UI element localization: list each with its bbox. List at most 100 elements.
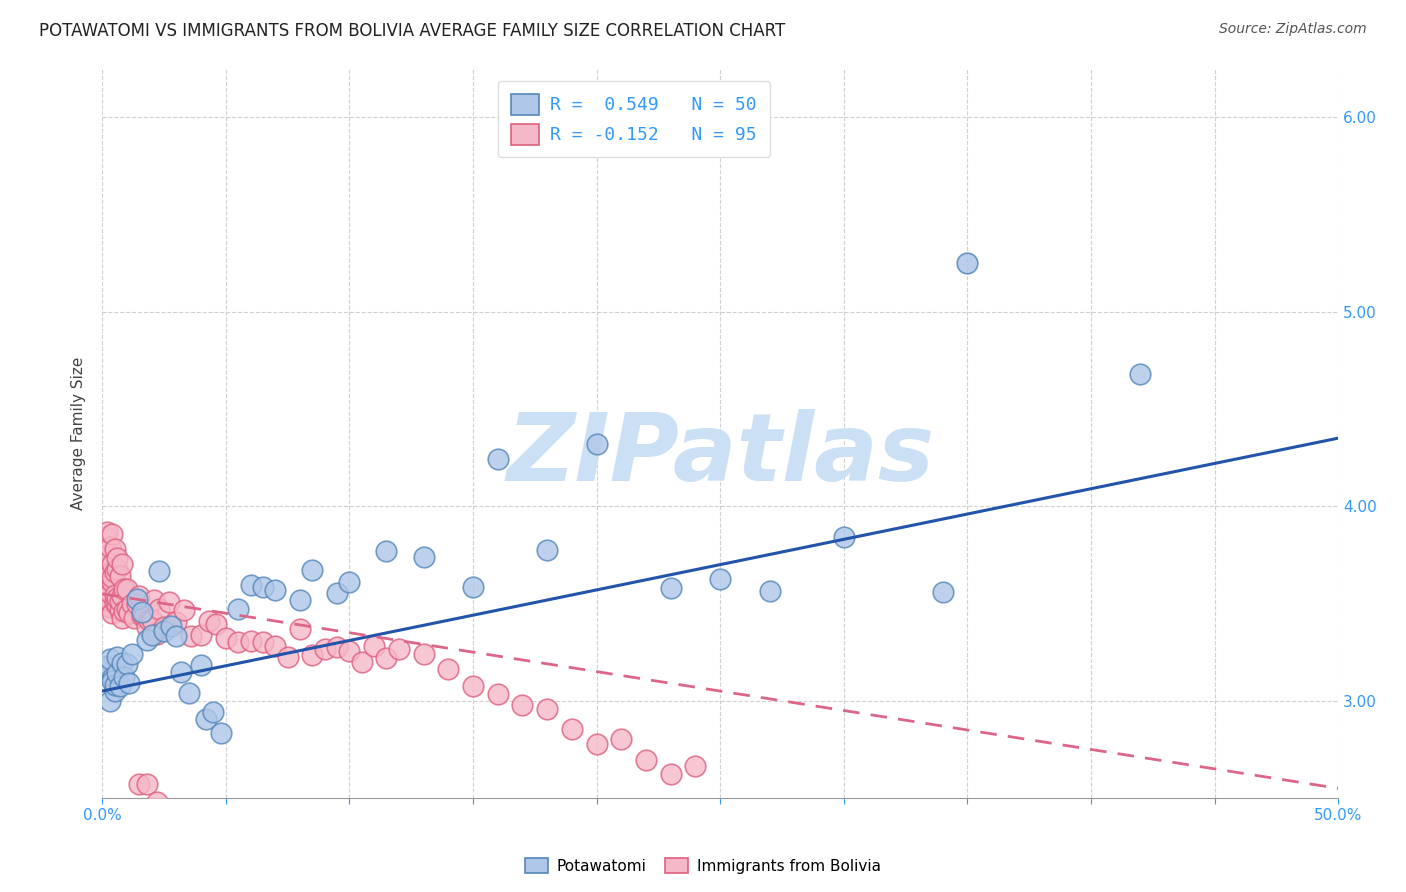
Point — [145, 627, 167, 641]
Point — [118, 607, 141, 621]
Point — [202, 705, 225, 719]
Point — [121, 597, 143, 611]
Point — [98, 541, 121, 555]
Point — [277, 650, 299, 665]
Point — [561, 722, 583, 736]
Point — [157, 595, 180, 609]
Point — [180, 629, 202, 643]
Point — [326, 640, 349, 655]
Point — [512, 698, 534, 712]
Point — [363, 639, 385, 653]
Point — [610, 731, 633, 746]
Point — [412, 550, 434, 565]
Point — [111, 611, 134, 625]
Point — [101, 557, 124, 571]
Point — [138, 613, 160, 627]
Point — [96, 573, 118, 587]
Point — [148, 564, 170, 578]
Point — [96, 567, 118, 582]
Legend: R =  0.549   N = 50, R = -0.152   N = 95: R = 0.549 N = 50, R = -0.152 N = 95 — [498, 81, 769, 157]
Point — [239, 578, 262, 592]
Point — [634, 753, 657, 767]
Point — [93, 582, 115, 596]
Point — [339, 575, 361, 590]
Point — [111, 657, 134, 671]
Point — [141, 628, 163, 642]
Point — [101, 575, 124, 590]
Point — [96, 588, 118, 602]
Point — [93, 566, 115, 581]
Point — [375, 651, 398, 665]
Point — [108, 603, 131, 617]
Point — [115, 602, 138, 616]
Point — [103, 594, 125, 608]
Point — [177, 820, 200, 834]
Point — [98, 586, 121, 600]
Point — [105, 598, 128, 612]
Point — [125, 597, 148, 611]
Point — [177, 685, 200, 699]
Point — [93, 530, 115, 544]
Point — [437, 662, 460, 676]
Point — [111, 558, 134, 572]
Point — [301, 648, 323, 663]
Point — [103, 542, 125, 557]
Point — [148, 602, 170, 616]
Point — [131, 605, 153, 619]
Point — [93, 549, 115, 563]
Point — [143, 593, 166, 607]
Point — [96, 592, 118, 607]
Point — [108, 594, 131, 608]
Point — [128, 777, 150, 791]
Point — [585, 437, 607, 451]
Point — [98, 593, 121, 607]
Point — [114, 670, 136, 684]
Point — [486, 687, 509, 701]
Point — [98, 693, 121, 707]
Point — [96, 658, 118, 673]
Point — [105, 650, 128, 665]
Point — [141, 613, 163, 627]
Y-axis label: Average Family Size: Average Family Size — [72, 357, 86, 510]
Point — [134, 608, 156, 623]
Point — [115, 657, 138, 671]
Point — [98, 566, 121, 580]
Point — [375, 544, 398, 558]
Point — [105, 562, 128, 576]
Point — [685, 759, 707, 773]
Point — [108, 679, 131, 693]
Point — [288, 622, 311, 636]
Point — [103, 684, 125, 698]
Point — [264, 639, 287, 653]
Text: ZIPatlas: ZIPatlas — [506, 409, 934, 501]
Point — [125, 592, 148, 607]
Point — [931, 584, 953, 599]
Point — [659, 581, 682, 595]
Point — [412, 648, 434, 662]
Point — [135, 633, 157, 648]
Point — [131, 609, 153, 624]
Point — [226, 602, 249, 616]
Point — [209, 726, 232, 740]
Point — [153, 624, 176, 639]
Point — [101, 569, 124, 583]
Point — [105, 591, 128, 605]
Point — [190, 658, 212, 673]
Point — [536, 543, 558, 558]
Point — [108, 569, 131, 583]
Point — [264, 582, 287, 597]
Point — [101, 606, 124, 620]
Point — [239, 634, 262, 648]
Point — [103, 589, 125, 603]
Point — [115, 582, 138, 596]
Point — [350, 656, 373, 670]
Point — [111, 589, 134, 603]
Point — [709, 572, 731, 586]
Point — [105, 550, 128, 565]
Point — [103, 565, 125, 579]
Point — [101, 671, 124, 685]
Point — [659, 767, 682, 781]
Point — [121, 647, 143, 661]
Point — [165, 629, 187, 643]
Legend: Potawatomi, Immigrants from Bolivia: Potawatomi, Immigrants from Bolivia — [519, 852, 887, 880]
